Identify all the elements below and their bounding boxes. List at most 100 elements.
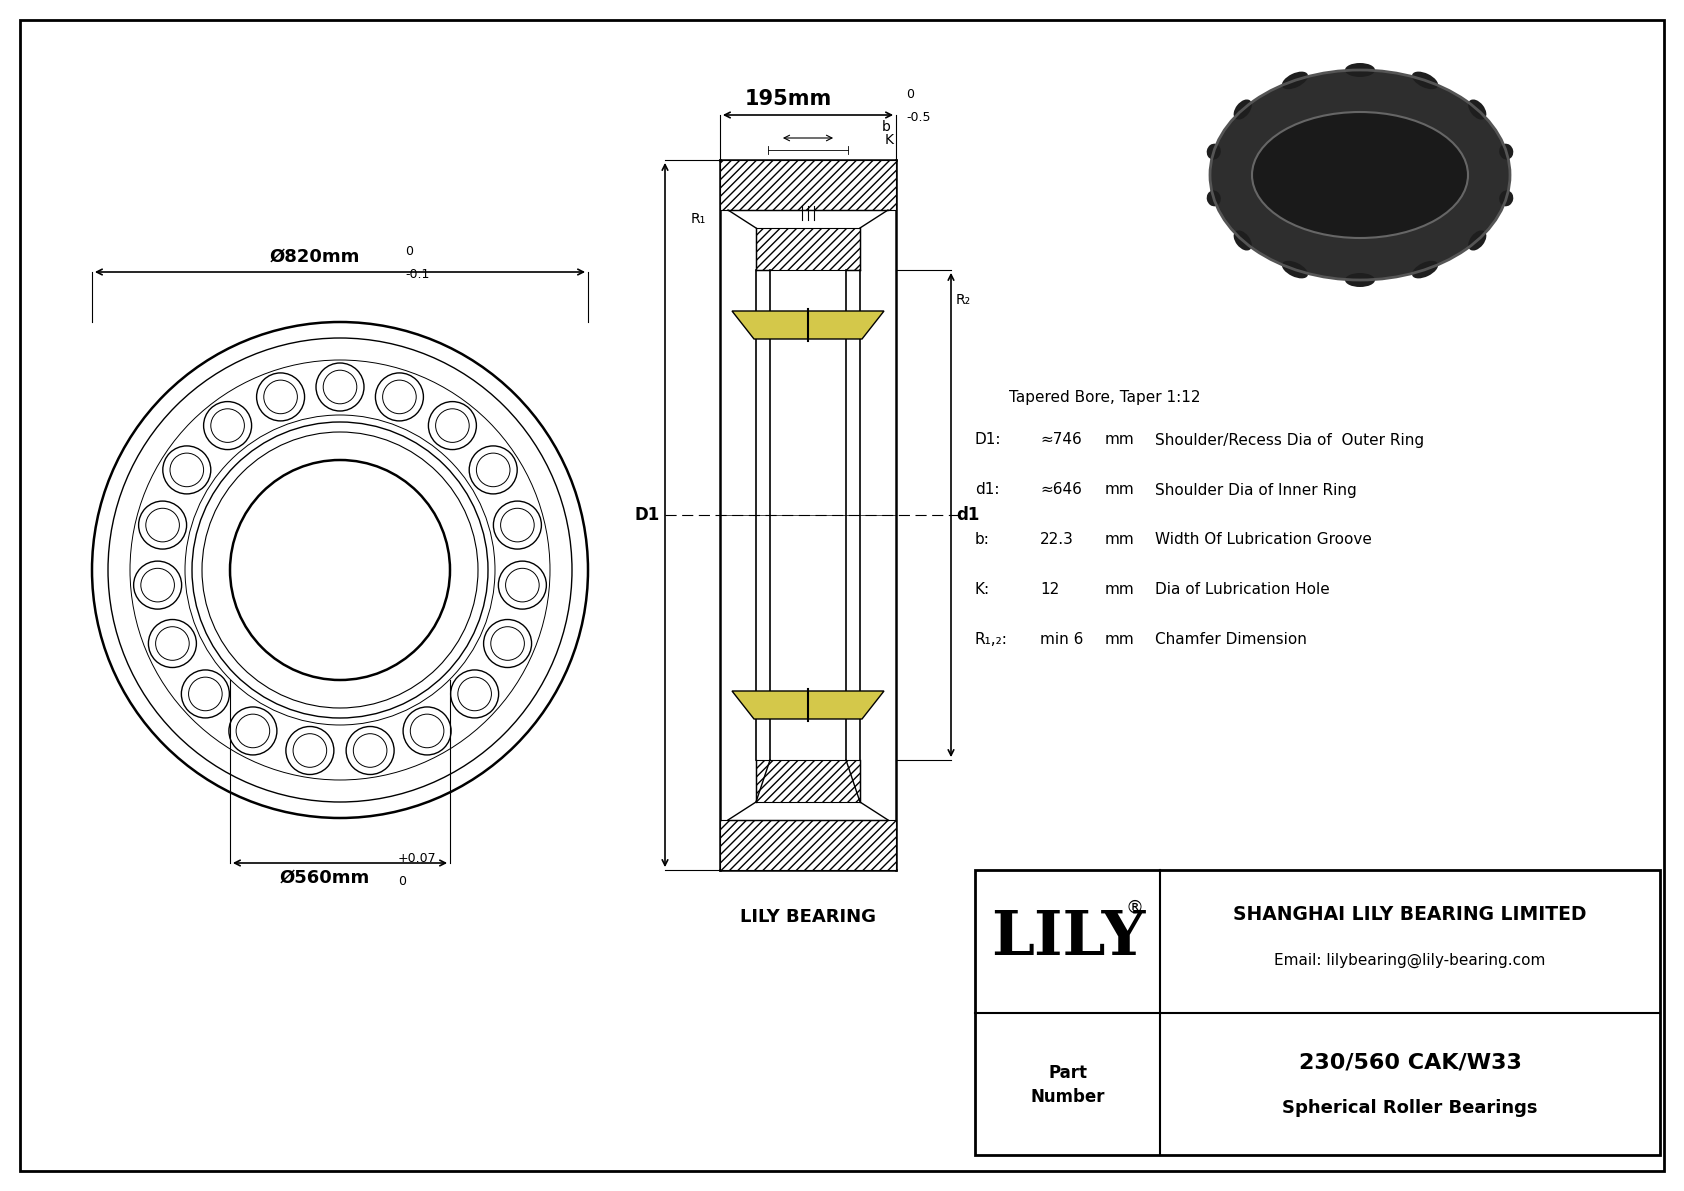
Ellipse shape <box>1207 191 1221 206</box>
Circle shape <box>347 727 394 774</box>
Ellipse shape <box>1282 261 1308 279</box>
Text: 0: 0 <box>404 245 413 258</box>
Circle shape <box>182 671 229 718</box>
Circle shape <box>141 568 175 601</box>
Circle shape <box>147 509 180 542</box>
Circle shape <box>138 501 187 549</box>
Circle shape <box>470 445 517 494</box>
Ellipse shape <box>1411 71 1438 89</box>
Text: Ø820mm: Ø820mm <box>269 248 360 266</box>
Text: 12: 12 <box>1041 582 1059 598</box>
Text: 195mm: 195mm <box>744 89 832 110</box>
Circle shape <box>210 409 244 442</box>
Text: D1:: D1: <box>975 432 1002 448</box>
Text: 0: 0 <box>906 88 914 101</box>
Circle shape <box>376 373 423 420</box>
Ellipse shape <box>1211 70 1511 280</box>
Circle shape <box>189 678 222 711</box>
Circle shape <box>354 734 387 767</box>
Text: 22.3: 22.3 <box>1041 532 1074 548</box>
Circle shape <box>293 734 327 767</box>
Text: Dia of Lubrication Hole: Dia of Lubrication Hole <box>1155 582 1330 598</box>
Ellipse shape <box>1234 230 1251 250</box>
Text: d1: d1 <box>957 506 980 524</box>
Bar <box>756 760 861 802</box>
Circle shape <box>500 509 534 542</box>
Circle shape <box>411 715 445 748</box>
Circle shape <box>490 626 524 660</box>
Polygon shape <box>733 311 884 339</box>
Bar <box>721 160 896 210</box>
Circle shape <box>382 380 416 413</box>
Circle shape <box>498 561 546 609</box>
Ellipse shape <box>1499 191 1514 206</box>
Text: R₁,₂:: R₁,₂: <box>975 632 1009 648</box>
Bar <box>756 227 861 270</box>
Circle shape <box>229 707 276 755</box>
Text: Chamfer Dimension: Chamfer Dimension <box>1155 632 1307 648</box>
Ellipse shape <box>1251 112 1468 238</box>
Circle shape <box>236 715 269 748</box>
Ellipse shape <box>1207 144 1221 160</box>
Text: mm: mm <box>1105 532 1135 548</box>
Circle shape <box>204 401 251 449</box>
Text: ≈746: ≈746 <box>1041 432 1081 448</box>
Text: mm: mm <box>1105 482 1135 498</box>
Circle shape <box>264 380 298 413</box>
Circle shape <box>170 453 204 487</box>
Text: K: K <box>886 133 894 146</box>
Circle shape <box>428 401 477 449</box>
Text: Spherical Roller Bearings: Spherical Roller Bearings <box>1282 1099 1537 1117</box>
Text: -0.5: -0.5 <box>906 111 931 124</box>
Text: Width Of Lubrication Groove: Width Of Lubrication Groove <box>1155 532 1372 548</box>
Text: 230/560 CAK/W33: 230/560 CAK/W33 <box>1298 1053 1521 1073</box>
Text: d1:: d1: <box>975 482 1000 498</box>
Text: -0.1: -0.1 <box>404 268 429 281</box>
Text: mm: mm <box>1105 632 1135 648</box>
Circle shape <box>458 678 492 711</box>
Ellipse shape <box>1234 100 1251 119</box>
Ellipse shape <box>1251 112 1468 238</box>
Circle shape <box>402 707 451 755</box>
Circle shape <box>505 568 539 601</box>
Circle shape <box>493 501 541 549</box>
Text: Shoulder/Recess Dia of  Outer Ring: Shoulder/Recess Dia of Outer Ring <box>1155 432 1425 448</box>
Text: 0: 0 <box>397 875 406 888</box>
Text: Email: lilybearing@lily-bearing.com: Email: lilybearing@lily-bearing.com <box>1275 953 1546 967</box>
Text: SHANGHAI LILY BEARING LIMITED: SHANGHAI LILY BEARING LIMITED <box>1233 905 1586 924</box>
Circle shape <box>323 370 357 404</box>
Text: ≈646: ≈646 <box>1041 482 1081 498</box>
Circle shape <box>451 671 498 718</box>
Circle shape <box>133 561 182 609</box>
Text: D1: D1 <box>635 506 660 524</box>
Circle shape <box>155 626 189 660</box>
Ellipse shape <box>1468 230 1487 250</box>
Ellipse shape <box>1499 144 1514 160</box>
Text: R₂: R₂ <box>957 293 972 307</box>
Text: ®: ® <box>1127 899 1143 917</box>
Text: Tapered Bore, Taper 1:12: Tapered Bore, Taper 1:12 <box>1009 389 1201 405</box>
Circle shape <box>317 363 364 411</box>
Ellipse shape <box>1411 261 1438 279</box>
Bar <box>721 819 896 869</box>
Text: LILY: LILY <box>990 908 1145 968</box>
Text: +0.07: +0.07 <box>397 852 436 865</box>
Text: mm: mm <box>1105 432 1135 448</box>
Polygon shape <box>733 691 884 719</box>
Circle shape <box>286 727 333 774</box>
Circle shape <box>483 619 532 667</box>
Ellipse shape <box>1282 71 1308 89</box>
Text: mm: mm <box>1105 582 1135 598</box>
Text: b:: b: <box>975 532 990 548</box>
Text: R₁: R₁ <box>690 212 706 226</box>
Ellipse shape <box>1346 63 1376 77</box>
Ellipse shape <box>1468 100 1487 119</box>
Bar <box>975 869 1660 1155</box>
Ellipse shape <box>1346 273 1376 287</box>
Text: LILY BEARING: LILY BEARING <box>739 908 876 925</box>
Text: Part
Number: Part Number <box>1031 1064 1105 1106</box>
Text: Ø560mm: Ø560mm <box>280 869 370 887</box>
Text: Shoulder Dia of Inner Ring: Shoulder Dia of Inner Ring <box>1155 482 1357 498</box>
Circle shape <box>148 619 197 667</box>
Circle shape <box>256 373 305 420</box>
